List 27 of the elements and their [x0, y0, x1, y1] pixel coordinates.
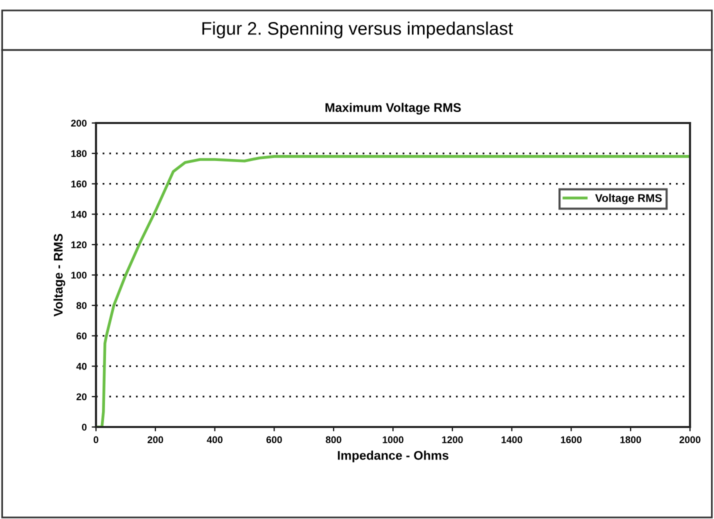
y-axis-title: Voltage - RMS	[53, 234, 66, 316]
x-tick-label: 1800	[620, 436, 642, 444]
y-tick-label: 120	[71, 241, 87, 248]
y-tick-label: 100	[71, 272, 87, 279]
x-tick-label: 1200	[442, 436, 463, 444]
y-tick-label: 140	[71, 210, 87, 218]
y-tick-label: 200	[71, 120, 87, 127]
x-tick-label: 1400	[502, 436, 522, 444]
x-tick-label: 1600	[561, 436, 582, 444]
text: Figur 2. Spenning versus impedanslast	[202, 22, 513, 38]
x-tick-label: 1000	[382, 436, 404, 444]
x-tick-label: 0	[94, 436, 98, 444]
y-tick-label: 180	[71, 150, 87, 158]
y-tick-label: 80	[76, 302, 87, 310]
legend-label: Voltage RMS	[595, 194, 662, 204]
chart-title: Maximum Voltage RMS	[326, 102, 461, 115]
x-tick-label: 400	[206, 436, 223, 444]
x-tick-label: 800	[326, 436, 342, 444]
x-tick-label: 200	[148, 436, 164, 444]
x-axis-title: Impedance - Ohms	[338, 450, 448, 462]
y-tick-label: 160	[71, 180, 87, 188]
x-tick-label: 2000	[680, 436, 700, 444]
y-tick-label: 20	[76, 393, 87, 400]
y-tick-label: 60	[76, 332, 87, 340]
y-tick-label: 0	[82, 424, 87, 431]
x-tick-label: 600	[266, 436, 282, 444]
y-tick-label: 40	[76, 362, 87, 370]
